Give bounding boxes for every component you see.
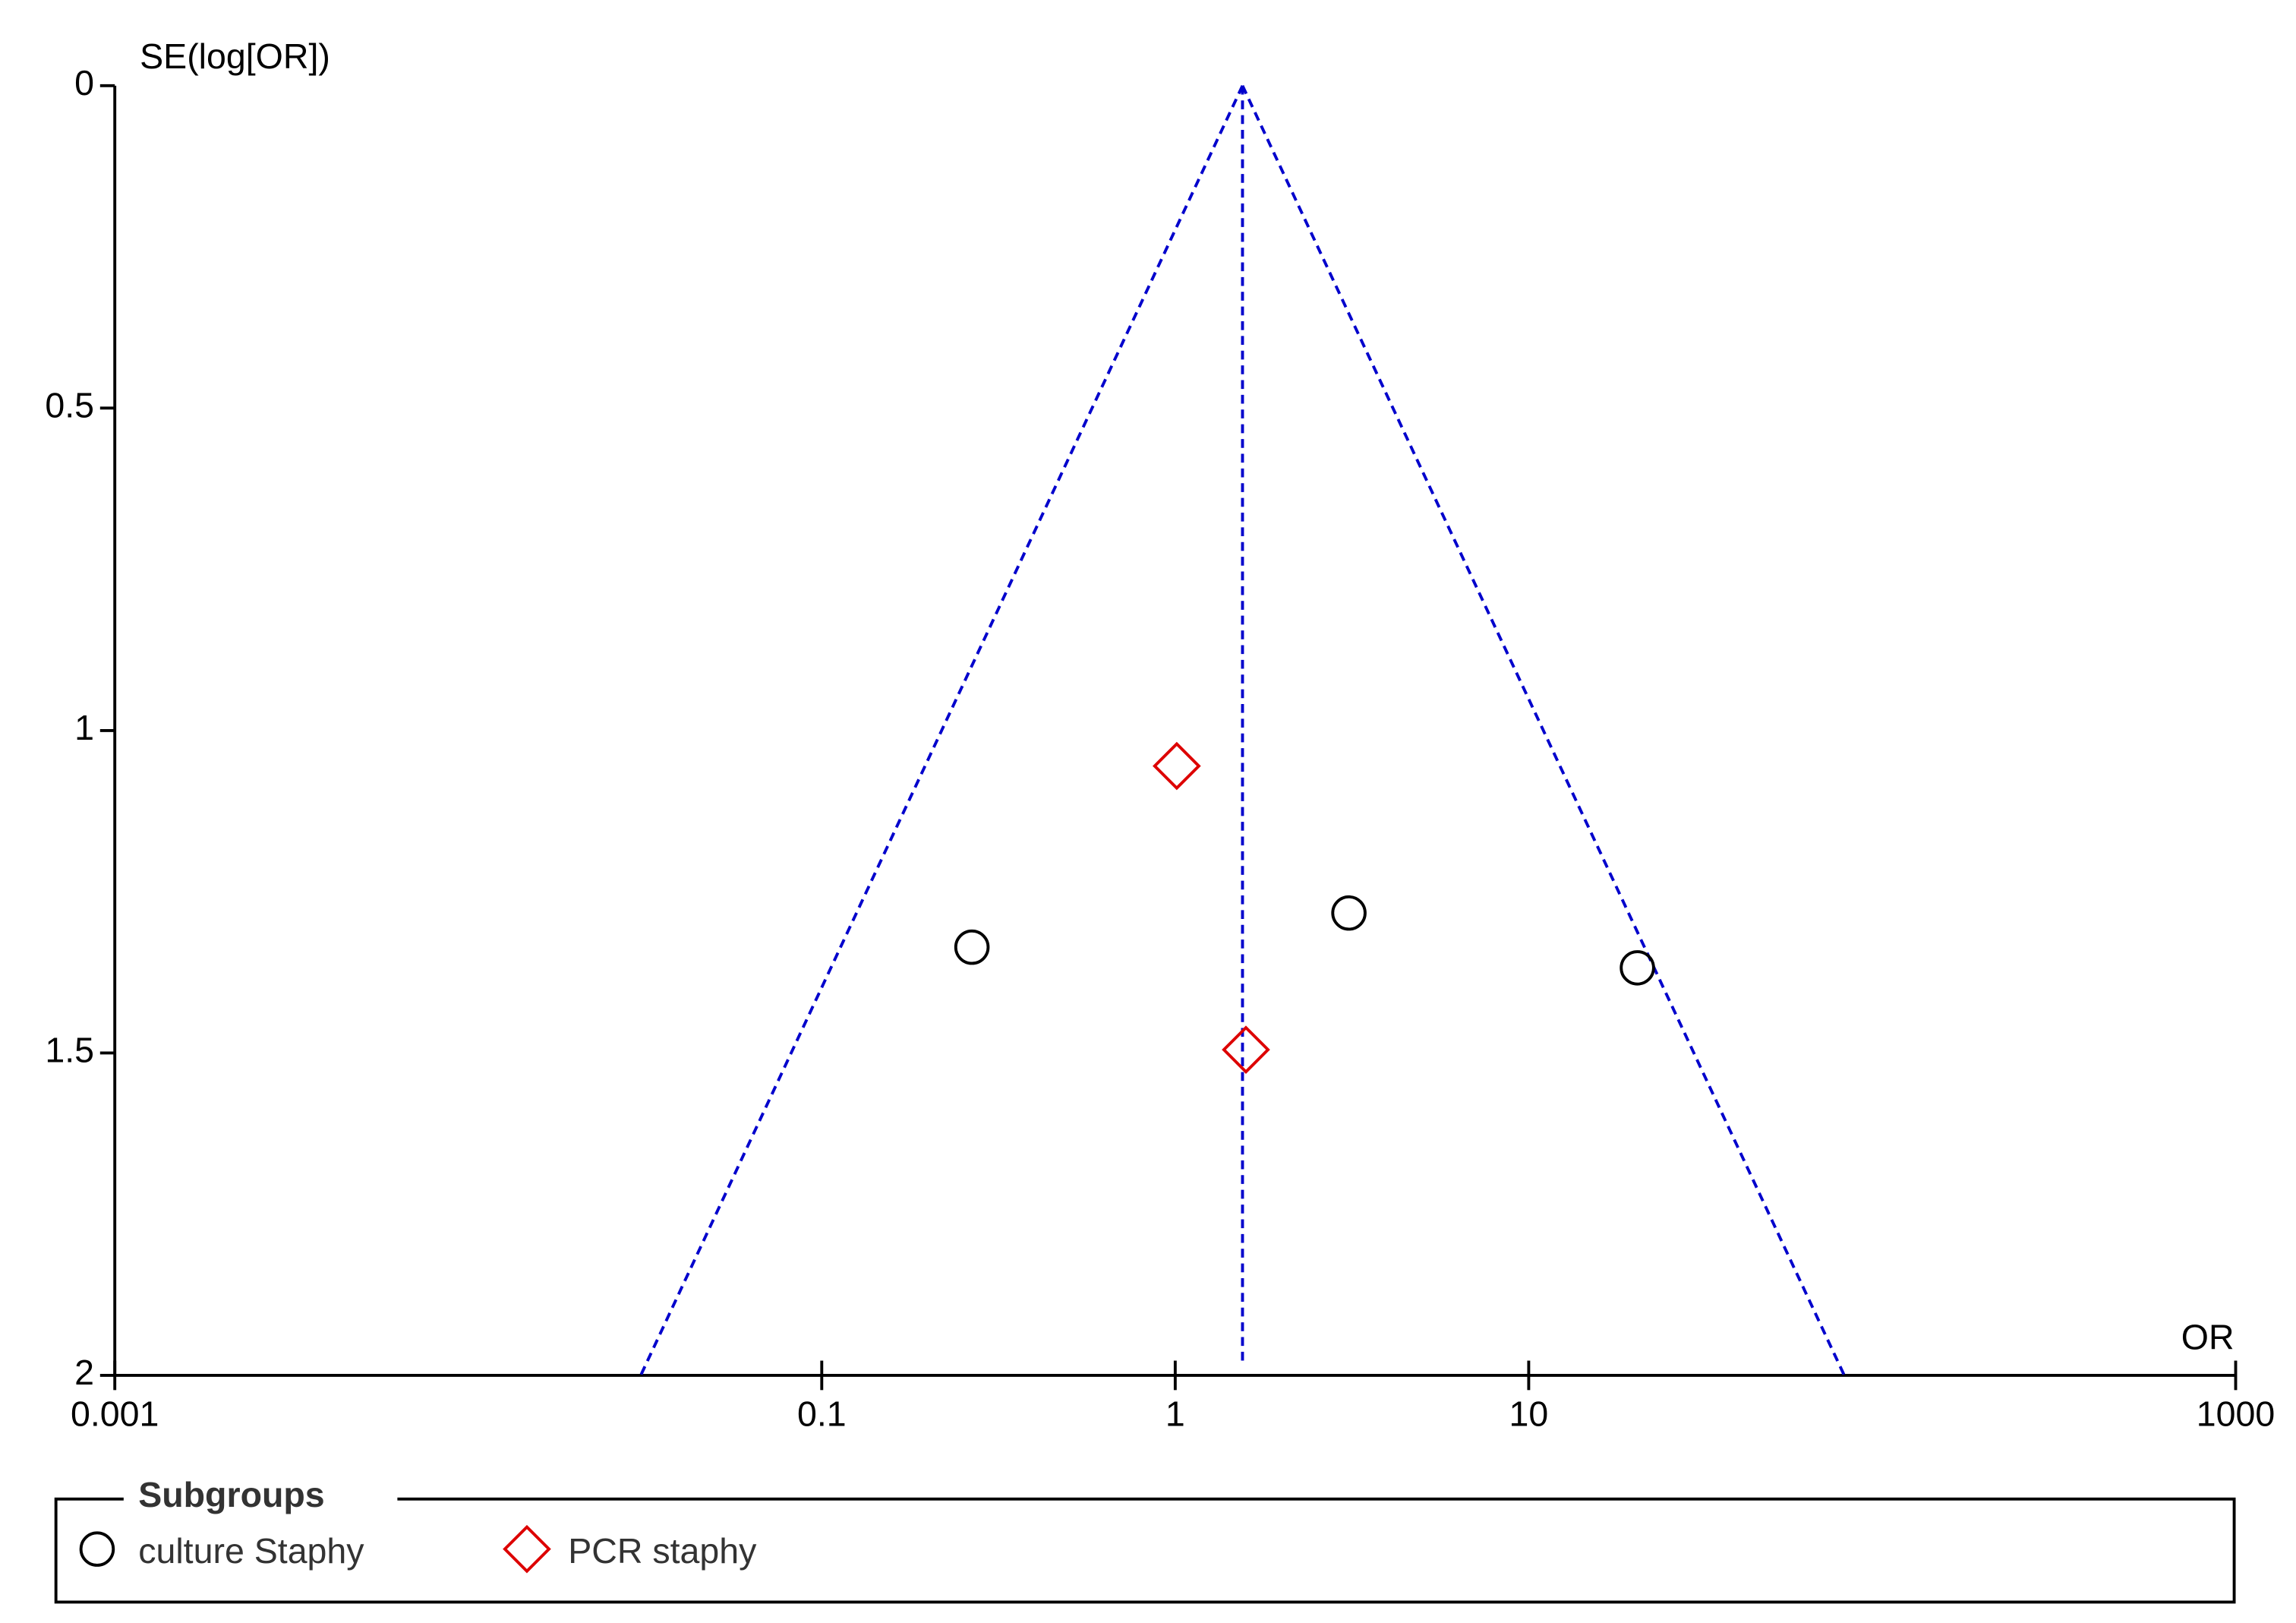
x-axis-title: OR [2181, 1318, 2234, 1357]
data-point [1222, 1025, 1270, 1074]
x-tick-label: 1 [1165, 1394, 1185, 1433]
y-axis-title: SE(log[OR]) [140, 36, 330, 76]
legend-title-bg [123, 1478, 398, 1520]
x-tick-label: 1000 [2197, 1394, 2275, 1433]
data-point [1331, 895, 1367, 931]
x-tick-label: 0.001 [71, 1394, 159, 1433]
funnel-right [1241, 85, 1846, 1376]
data-point [954, 929, 990, 965]
funnel-left [639, 85, 1244, 1376]
legend-title: Subgroups [138, 1475, 324, 1514]
legend-label: PCR staphy [568, 1531, 757, 1571]
y-tick-label: 0.5 [45, 386, 94, 425]
legend-label: culture Staphy [138, 1531, 364, 1571]
y-tick-label: 0 [74, 63, 94, 103]
y-tick-label: 1 [74, 708, 94, 747]
data-point [1620, 950, 1655, 986]
legend-marker [503, 1524, 551, 1574]
x-tick-label: 0.1 [797, 1394, 847, 1433]
legend-marker [79, 1531, 115, 1567]
data-point [1153, 741, 1201, 791]
legend-box [54, 1497, 2236, 1604]
x-tick-label: 10 [1509, 1394, 1549, 1433]
y-tick-label: 2 [74, 1353, 94, 1392]
y-tick-label: 1.5 [45, 1031, 94, 1070]
